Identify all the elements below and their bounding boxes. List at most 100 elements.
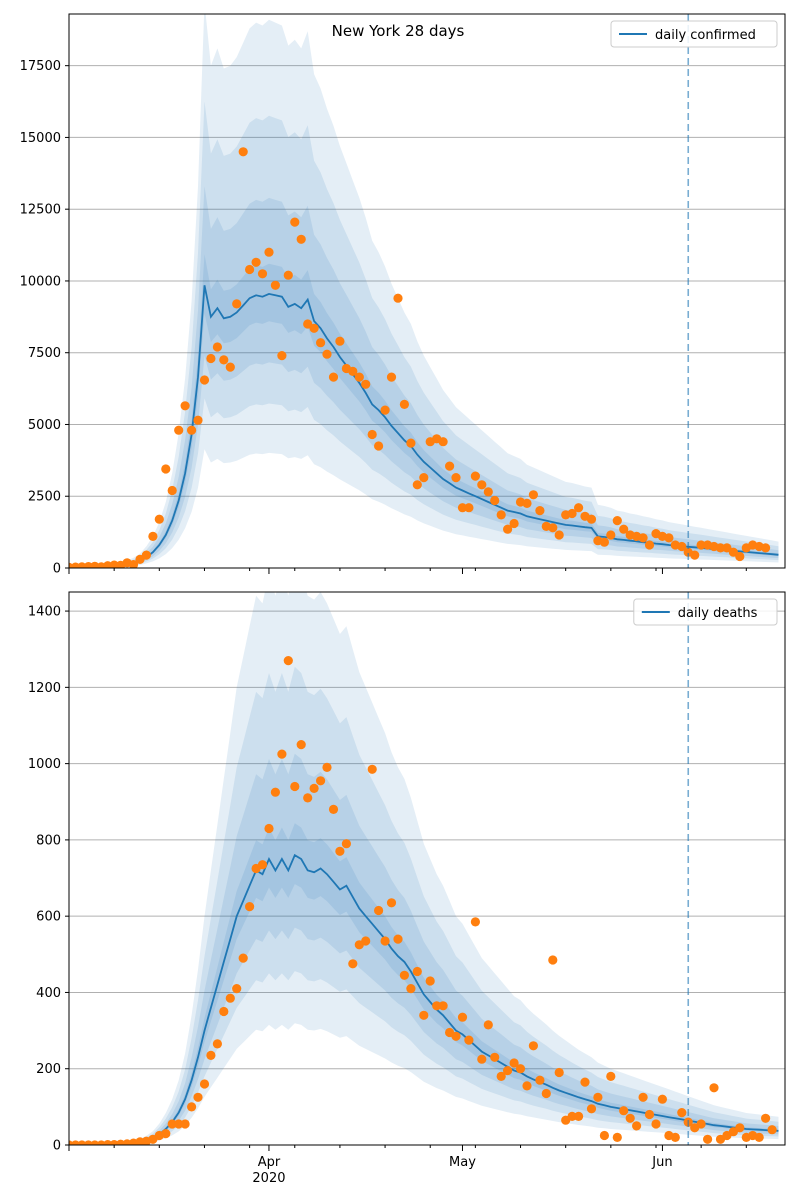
median-line — [69, 853, 779, 1145]
observed-point — [361, 936, 371, 946]
observed-point — [193, 415, 203, 425]
observed-point — [283, 270, 293, 280]
observed-point — [290, 781, 300, 792]
observed-point — [722, 543, 732, 553]
observed-point — [528, 490, 539, 500]
observed-point — [451, 473, 461, 483]
observed-point — [328, 372, 339, 382]
uncertainty-band-2 — [69, 666, 779, 1145]
legend-label: daily confirmed — [655, 28, 756, 43]
uncertainty-band-2 — [69, 101, 779, 568]
observed-point — [496, 1071, 506, 1081]
observed-point — [322, 349, 332, 359]
observed-point — [638, 533, 648, 543]
observed-point — [522, 498, 532, 508]
figure-title: New York 28 days — [332, 22, 465, 40]
observed-point — [251, 257, 261, 267]
observed-point — [470, 917, 480, 927]
observed-point — [677, 1108, 687, 1118]
observed-point — [548, 523, 558, 533]
y-tick-label: 1400 — [28, 605, 61, 620]
axes-frame — [68, 591, 786, 1146]
observed-point — [670, 1132, 680, 1142]
observed-point — [270, 280, 280, 290]
observed-point — [393, 293, 403, 303]
observed-point — [264, 823, 274, 834]
observed-point — [464, 503, 474, 513]
observed-point — [535, 1075, 545, 1085]
observed-point — [696, 540, 706, 550]
plot-area — [69, 592, 779, 1145]
observed-point — [432, 1001, 442, 1011]
y-tick-label: 600 — [36, 910, 61, 925]
observed-point — [515, 1064, 526, 1074]
observed-point — [341, 839, 351, 849]
observed-point — [599, 1130, 610, 1141]
observed-point — [606, 530, 616, 540]
uncertainty-band-1 — [69, 592, 779, 1145]
observed-point — [141, 550, 151, 560]
observed-point — [761, 1113, 771, 1123]
observed-point — [335, 336, 345, 346]
x-tick-label: 2020 — [252, 1171, 285, 1186]
observed-point — [386, 372, 397, 382]
observed-point — [612, 516, 622, 526]
observed-point — [503, 1066, 513, 1076]
observed-point — [399, 399, 409, 409]
observed-point — [174, 1119, 184, 1129]
observed-point — [535, 506, 545, 516]
observed-point — [470, 471, 480, 481]
observed-point — [406, 438, 416, 448]
observed-point — [309, 783, 319, 794]
observed-point — [316, 338, 326, 348]
confirmed-panel: 0 2500 5000 7500 10000 12500 15000 17500 daily c… — [20, 13, 786, 577]
axes-frame — [68, 13, 786, 569]
observed-point — [767, 1125, 777, 1135]
observed-point — [225, 362, 235, 372]
observed-point — [464, 1035, 474, 1045]
median-line — [69, 285, 779, 568]
observed-point — [574, 1111, 584, 1121]
observed-point — [548, 955, 558, 965]
observed-point — [496, 510, 506, 520]
y-tick-label: 0 — [53, 562, 61, 577]
plot-area — [69, 14, 779, 568]
observed-point — [154, 514, 164, 524]
observed-point — [490, 1052, 500, 1062]
observed-point — [309, 323, 319, 333]
observed-point — [296, 234, 306, 244]
observed-point — [644, 1109, 655, 1120]
observed-point — [367, 429, 377, 440]
observed-point — [696, 1119, 706, 1129]
legend-label: daily deaths — [678, 606, 758, 621]
x-tick-label: Apr — [258, 1155, 281, 1170]
observed-point — [483, 1020, 493, 1030]
observed-point — [399, 970, 409, 980]
observed-point — [477, 480, 487, 490]
observed-point — [238, 147, 248, 157]
observed-point — [638, 1092, 648, 1102]
observed-point — [754, 1132, 764, 1142]
observed-point — [270, 787, 280, 797]
legend: daily confirmed — [610, 20, 778, 48]
observed-point — [212, 1039, 222, 1049]
observed-point — [167, 1119, 177, 1129]
observed-point — [709, 1083, 719, 1093]
observed-point — [425, 976, 435, 986]
observed-point — [328, 804, 339, 815]
observed-point — [245, 264, 255, 275]
observed-point — [619, 1106, 629, 1116]
observed-point — [580, 1077, 590, 1087]
observed-point — [735, 1123, 745, 1133]
observed-point — [386, 898, 397, 908]
observed-point — [219, 355, 229, 365]
observed-point — [187, 1102, 197, 1112]
observed-point — [206, 1050, 216, 1060]
observed-point — [593, 1092, 603, 1102]
deaths-panel: 0 200 400 600 800 1000 1200 1400 daily deaths Apr… — [28, 591, 786, 1186]
observed-point — [206, 353, 216, 364]
y-tick-label: 200 — [36, 1062, 61, 1077]
observed-point — [445, 461, 455, 471]
observed-point — [277, 749, 287, 759]
